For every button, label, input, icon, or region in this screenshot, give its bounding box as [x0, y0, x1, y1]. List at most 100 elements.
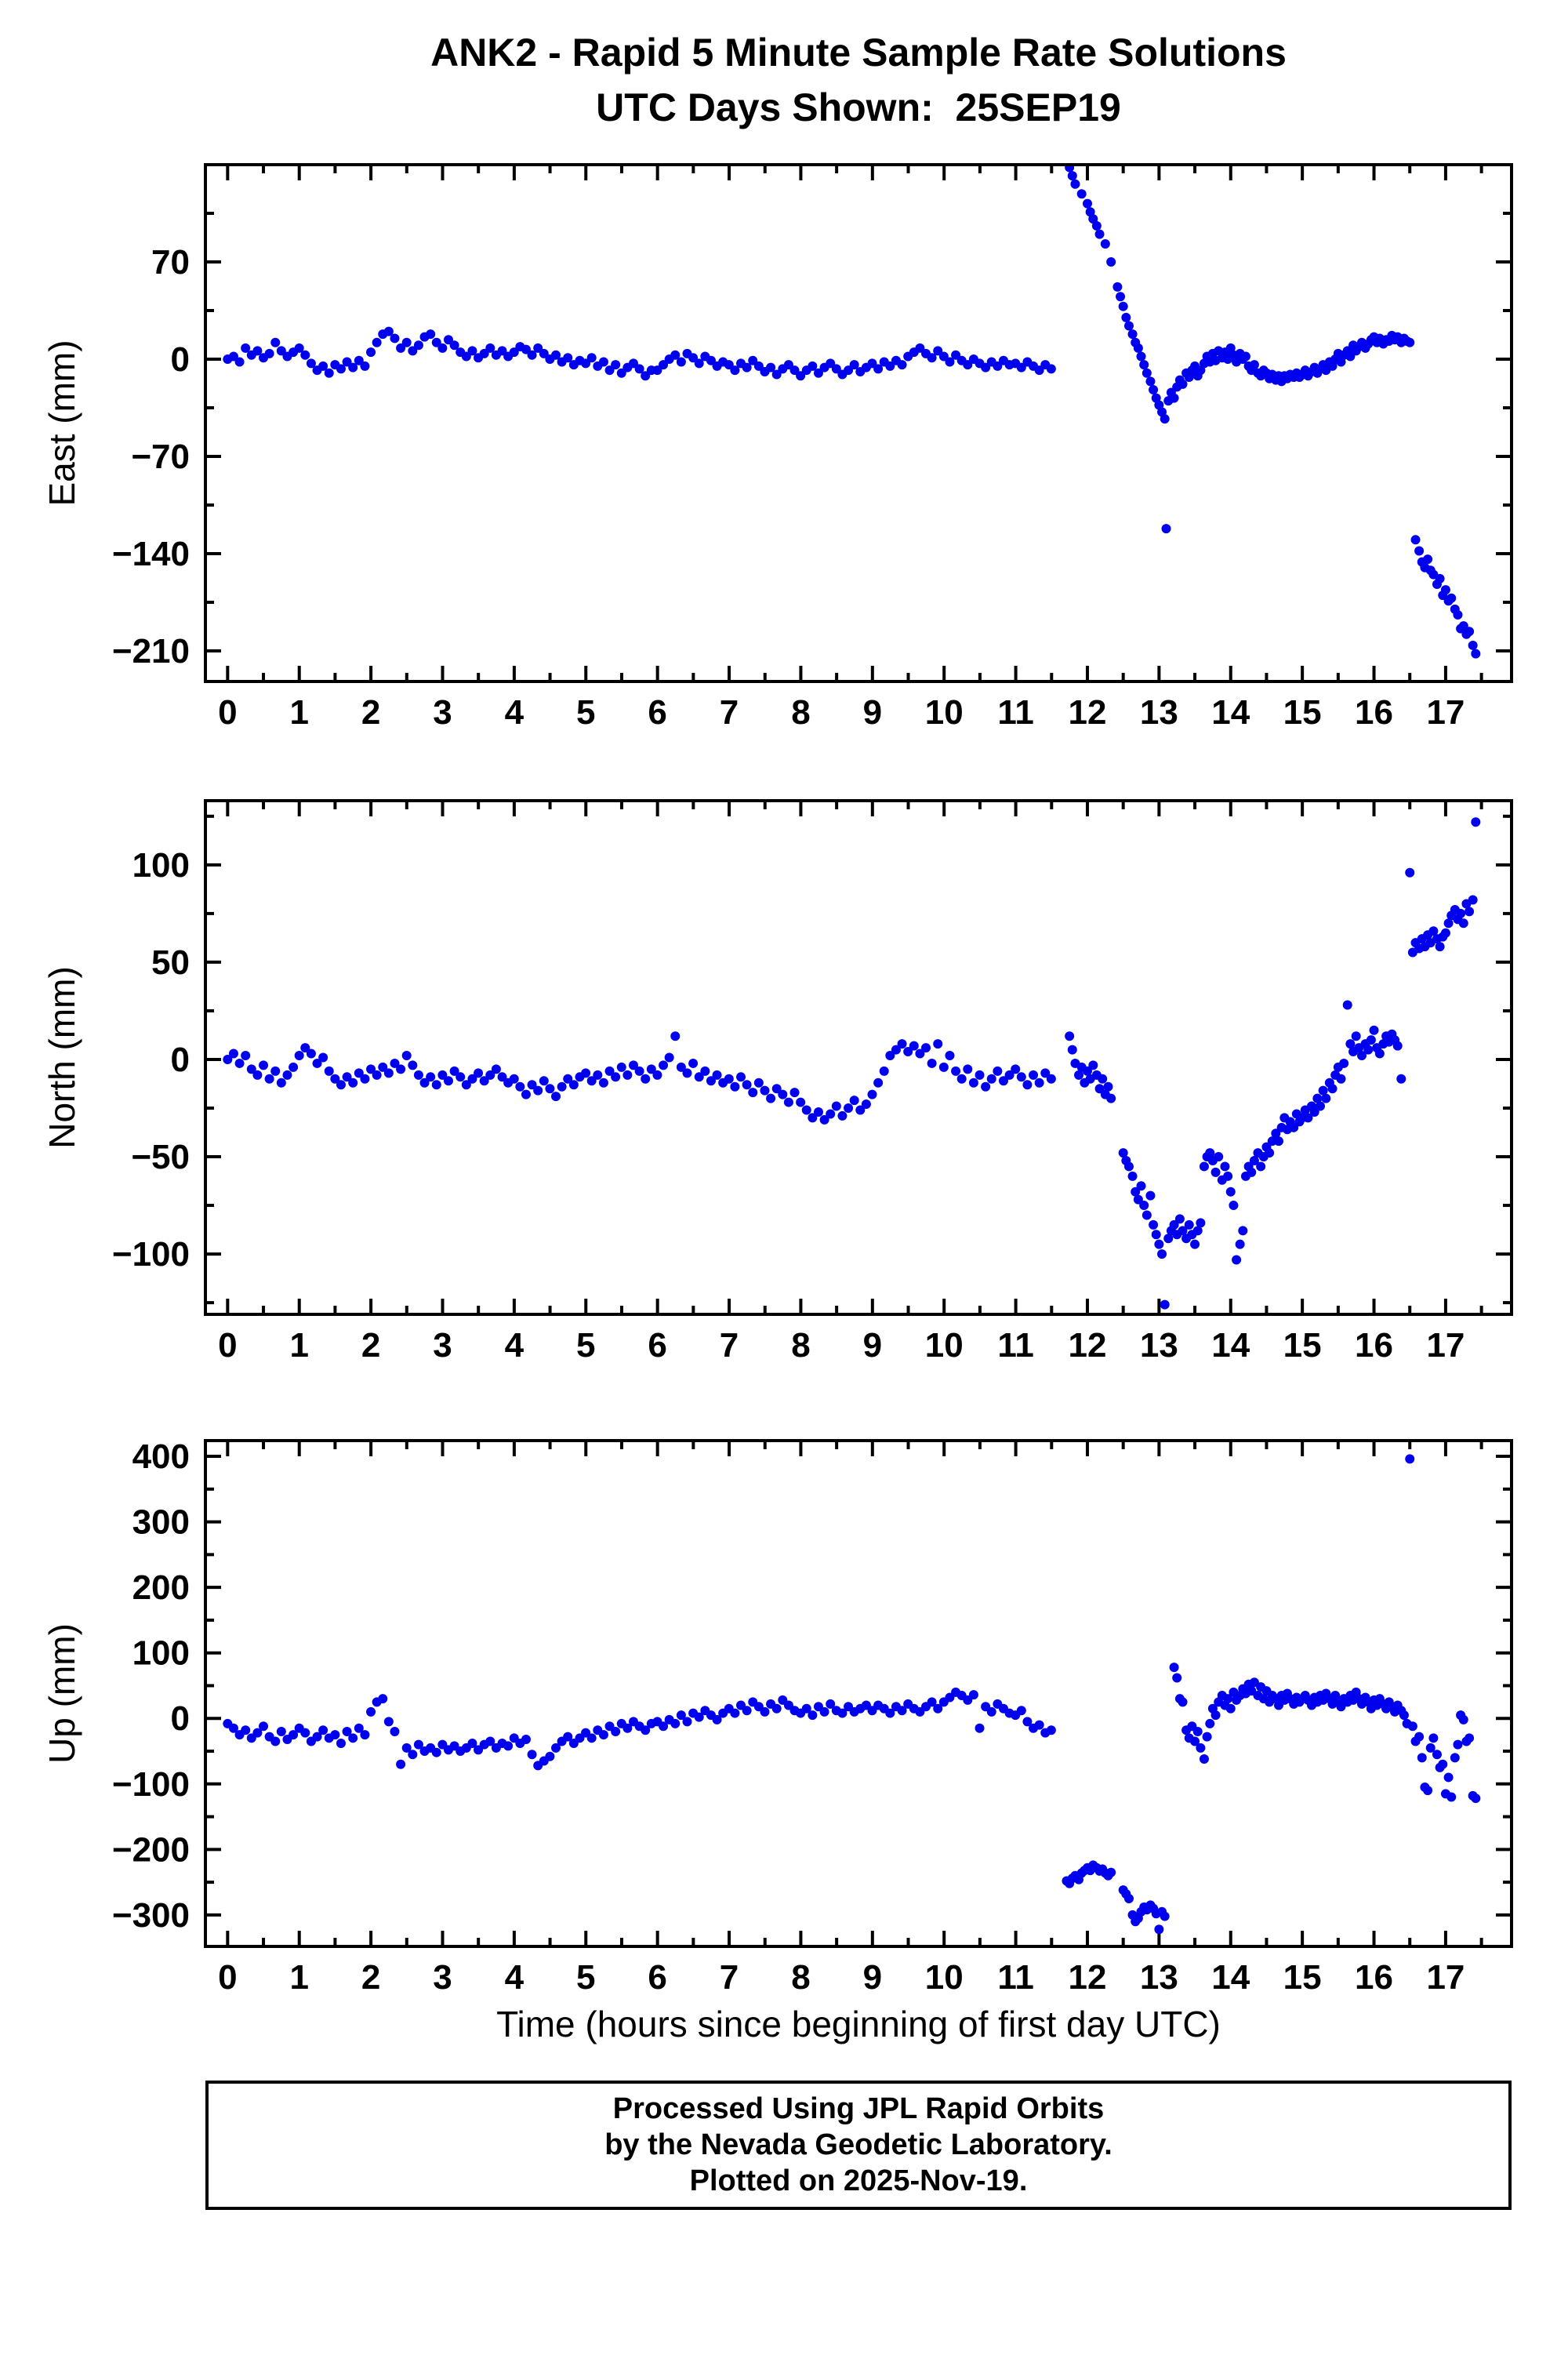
data-point	[1169, 393, 1179, 403]
data-point	[1154, 1924, 1164, 1935]
data-point	[993, 361, 1003, 371]
data-point	[634, 1066, 644, 1076]
footer-line-2: by the Nevada Geodetic Laboratory.	[604, 2128, 1112, 2161]
x-tick-label: 5	[576, 1958, 595, 1997]
data-point	[1169, 1663, 1179, 1673]
data-point	[993, 1066, 1003, 1076]
x-tick-label: 11	[997, 1326, 1034, 1365]
data-point	[443, 335, 453, 345]
data-point	[1094, 1084, 1105, 1094]
data-point	[1118, 301, 1128, 311]
data-point	[1190, 1239, 1200, 1249]
y-tick-label: 200	[132, 1568, 190, 1607]
x-tick-label: 13	[1140, 693, 1178, 732]
x-tick-label: 7	[720, 1958, 739, 1997]
data-point	[252, 1728, 263, 1738]
y-tick-label: 0	[171, 1699, 190, 1738]
data-point	[694, 1712, 704, 1722]
data-point	[1040, 1068, 1051, 1078]
data-point	[551, 1092, 561, 1102]
x-tick-label: 2	[361, 693, 380, 732]
data-point	[694, 358, 704, 369]
y-tick-label: −210	[112, 632, 190, 671]
data-point	[1446, 593, 1457, 603]
data-point	[467, 1074, 477, 1084]
x-tick-label: 0	[218, 693, 237, 732]
data-point	[1440, 928, 1450, 938]
data-point	[652, 365, 662, 376]
data-point	[641, 1074, 651, 1084]
x-tick-label: 2	[361, 1958, 380, 1997]
data-point	[366, 1706, 376, 1717]
data-point	[294, 1051, 304, 1061]
data-point	[330, 1730, 340, 1740]
data-point	[449, 340, 459, 351]
data-point	[700, 1066, 710, 1076]
data-point	[641, 1725, 651, 1735]
data-point	[1123, 321, 1134, 331]
data-point	[1160, 1299, 1170, 1310]
x-tick-label: 5	[576, 693, 595, 732]
data-point	[228, 1723, 238, 1733]
data-point	[1443, 1772, 1454, 1783]
data-point	[826, 358, 836, 369]
data-point	[706, 355, 716, 365]
data-point	[1065, 165, 1075, 173]
data-point	[1088, 1060, 1098, 1070]
data-point	[1417, 1753, 1427, 1763]
data-point	[318, 1725, 328, 1735]
data-point	[1225, 1187, 1236, 1197]
data-point	[1374, 1048, 1385, 1059]
data-point	[306, 358, 316, 369]
data-point	[1392, 1041, 1403, 1051]
data-point	[1160, 414, 1170, 424]
x-tick-label: 7	[720, 693, 739, 732]
data-point	[659, 360, 669, 370]
data-point	[312, 1732, 322, 1742]
data-point	[581, 358, 591, 369]
data-point	[527, 1750, 537, 1760]
data-point	[1022, 1080, 1033, 1090]
data-point	[1034, 365, 1044, 376]
data-point	[252, 1070, 263, 1080]
data-point	[479, 1076, 489, 1086]
data-point	[682, 1068, 692, 1078]
data-point	[1192, 1226, 1203, 1236]
data-point	[527, 350, 537, 360]
x-tick-label: 7	[720, 1326, 739, 1365]
data-point	[1142, 1210, 1152, 1220]
data-point	[294, 343, 304, 353]
data-point	[1205, 1148, 1215, 1158]
data-point	[1123, 1161, 1134, 1172]
x-axis-title: Time (hours since beginning of first day…	[496, 2004, 1221, 2044]
plot-frame	[204, 163, 1513, 683]
data-point	[1465, 627, 1475, 637]
data-point	[1116, 292, 1126, 302]
data-point	[282, 1070, 292, 1080]
data-point	[598, 357, 608, 367]
data-point	[1273, 1136, 1283, 1147]
data-point	[1192, 1726, 1203, 1736]
data-point	[1145, 1190, 1156, 1201]
data-point	[1016, 1072, 1026, 1082]
data-point	[1199, 1754, 1209, 1764]
data-point	[1435, 942, 1445, 952]
data-point	[426, 329, 436, 340]
data-point	[259, 1060, 269, 1070]
data-point	[753, 361, 764, 371]
data-point	[1163, 1234, 1174, 1244]
data-point	[264, 1074, 274, 1084]
data-point	[1438, 1759, 1448, 1769]
data-point	[1410, 535, 1421, 545]
data-point	[789, 365, 800, 376]
x-tick-label: 13	[1140, 1958, 1178, 1997]
data-point	[861, 1099, 871, 1110]
data-point	[449, 1066, 459, 1076]
data-point	[1267, 1136, 1277, 1147]
data-point	[360, 1730, 370, 1740]
data-point	[1136, 351, 1146, 362]
y-tick-label: −200	[112, 1830, 190, 1869]
x-tick-label: 11	[997, 1958, 1034, 1997]
data-point	[509, 347, 519, 358]
